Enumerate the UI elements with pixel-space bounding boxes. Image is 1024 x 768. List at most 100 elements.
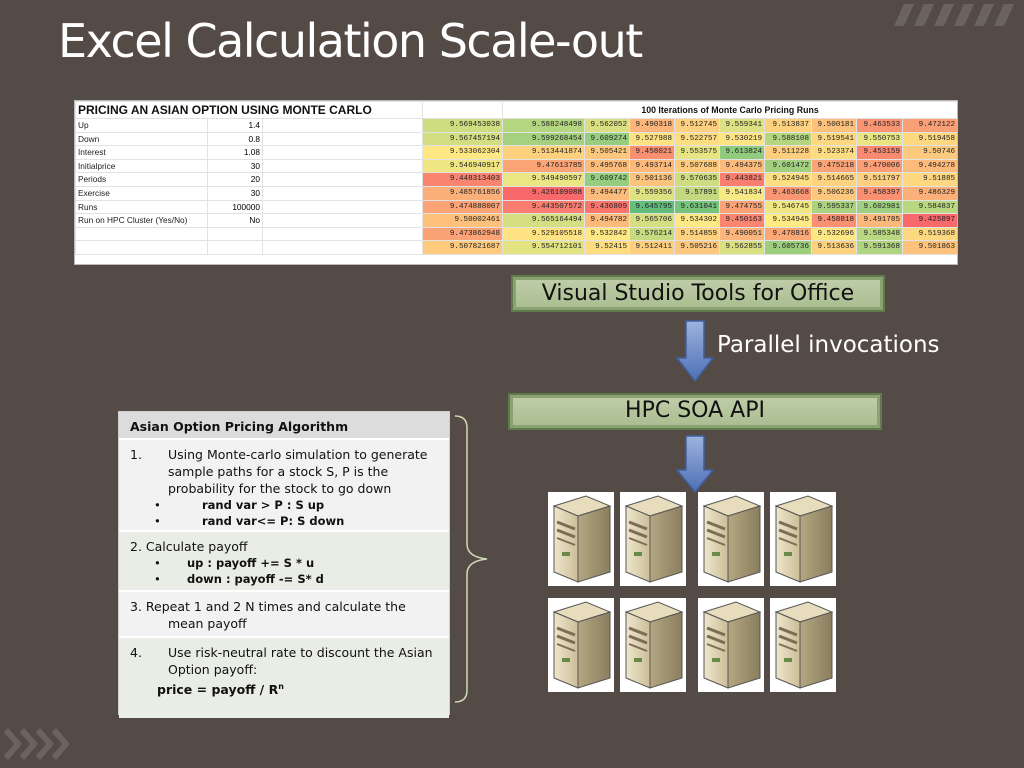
result-cell: 9.524945 (764, 172, 813, 187)
result-cell: 9.532696 (811, 226, 858, 242)
step-text: 2. Calculate payoff (130, 539, 248, 554)
result-cell: 9.533062304 (422, 145, 504, 160)
result-cell: 9.507688 (674, 158, 721, 174)
result-cell: 9.529105518 (502, 226, 586, 242)
chevrons-decoration-bottom (3, 728, 70, 760)
step-number: 4. (130, 645, 142, 660)
sheet-row: Interest 1.08 9.533062304 9.513441874 9.5054… (75, 145, 957, 160)
result-cell: 9.491785 (856, 213, 904, 228)
param-value (207, 226, 263, 242)
result-cell: 9.550753 (856, 131, 904, 147)
server-icon (620, 598, 686, 692)
result-cell: 9.458397 (856, 185, 904, 201)
empty-cell (261, 240, 424, 255)
result-cell: 9.565164494 (502, 213, 586, 228)
param-value: 100000 (207, 199, 263, 215)
vsto-box: Visual Studio Tools for Office (511, 275, 885, 312)
sheet-row: Runs 100000 9.474888007 9.443507572 9.436809… (75, 199, 957, 215)
result-cell: 9.50746 (902, 145, 957, 160)
parallel-invocations-label: Parallel invocations (717, 332, 940, 358)
result-cell: 9.513636 (811, 240, 858, 255)
result-cell: 9.562855 (719, 240, 766, 255)
result-cell: 9.511228 (764, 145, 813, 160)
sheet-row: Run on HPC Cluster (Yes/No) No 9.50002461 9… (75, 213, 957, 228)
result-cell: 9.532842 (584, 226, 631, 242)
param-value: 0.8 (207, 131, 263, 147)
spreadsheet-grid: PRICING AN ASIAN OPTION USING MONTE CARL… (75, 101, 957, 255)
result-cell: 9.501863 (902, 240, 957, 255)
step-number: 1. (130, 447, 142, 462)
result-cell: 9.474888007 (422, 199, 504, 215)
result-cell: 9.493714 (629, 158, 676, 174)
param-label: Exercise (75, 185, 208, 201)
result-cell: 9.559341 (719, 118, 766, 133)
result-cell: 9.567457194 (422, 131, 504, 147)
result-cell: 9.486329 (902, 185, 957, 201)
algorithm-step-2: 2. Calculate payoff • up : payoff += S * … (119, 530, 449, 590)
result-cell: 9.436809 (584, 199, 631, 215)
result-cell: 9.51885 (902, 172, 957, 187)
param-label: Initialprice (75, 158, 208, 174)
result-cell: 9.458818 (811, 213, 858, 228)
result-cell: 9.523374 (811, 145, 858, 160)
result-cell: 9.613824 (719, 145, 766, 160)
param-label (75, 240, 208, 255)
algorithm-step-4: 4. Use risk-neutral rate to discount the… (119, 636, 449, 718)
param-label (75, 226, 208, 242)
arrow-down-icon (676, 320, 714, 382)
result-cell: 9.512745 (674, 118, 721, 133)
result-cell: 9.513441874 (502, 145, 586, 160)
step-text: Using Monte-carlo simulation to generate… (168, 447, 428, 496)
sheet-row: Initialprice 30 9.546940917 9.47613785 9.495… (75, 158, 957, 174)
empty-cell (261, 118, 424, 133)
result-cell: 9.443507572 (502, 199, 586, 215)
hpc-soa-api-box: HPC SOA API (508, 393, 882, 430)
param-label: Down (75, 131, 208, 147)
result-cell: 9.553575 (674, 145, 721, 160)
result-cell: 9.599268454 (502, 131, 586, 147)
result-cell: 9.514665 (811, 172, 858, 187)
result-cell: 9.565706 (629, 213, 676, 228)
result-cell: 9.425897 (902, 213, 957, 228)
result-cell: 9.453159 (856, 145, 904, 160)
result-cell: 9.595337 (811, 199, 858, 215)
result-cell: 9.426109088 (502, 185, 586, 201)
result-cell: 9.514859 (674, 226, 721, 242)
server-icon (770, 492, 836, 586)
result-cell: 9.57891 (674, 185, 721, 201)
server-icon (698, 492, 764, 586)
param-value (207, 240, 263, 255)
param-label: Up (75, 118, 208, 133)
param-value: 30 (207, 158, 263, 174)
param-value: 20 (207, 172, 263, 187)
price-formula: price = payoff / R (157, 682, 279, 698)
result-cell: 9.506236 (811, 185, 858, 201)
result-cell: 9.522757 (674, 131, 721, 147)
sheet-header-row: PRICING AN ASIAN OPTION USING MONTE CARL… (75, 101, 957, 119)
param-label: Run on HPC Cluster (Yes/No) (75, 213, 208, 228)
algorithm-table: Asian Option Pricing Algorithm 1. Using … (118, 411, 450, 718)
empty-cell (261, 158, 424, 174)
result-cell: 9.519368 (902, 226, 957, 242)
empty-cell (261, 145, 424, 160)
result-cell: 9.494375 (719, 158, 766, 174)
sheet-row: Down 0.8 9.567457194 9.599268454 9.609274 9.5… (75, 131, 957, 147)
algorithm-header: Asian Option Pricing Algorithm (119, 412, 449, 438)
result-cell: 9.605736 (764, 240, 813, 255)
result-cell: 9.478816 (764, 226, 813, 242)
empty-cell (261, 199, 424, 215)
bullet-text: down : payoff -= S* d (187, 572, 324, 586)
bullet-text: rand var > P : S up (202, 498, 325, 512)
result-cell: 9.501136 (629, 172, 676, 187)
result-cell: 9.47613785 (502, 158, 586, 174)
result-cell: 9.505216 (674, 240, 721, 255)
result-cell: 9.511797 (856, 172, 904, 187)
result-cell: 9.512411 (629, 240, 676, 255)
result-cell: 9.519541 (811, 131, 858, 147)
result-cell: 9.495768 (584, 158, 631, 174)
bullet-text: rand var<= P: S down (202, 514, 345, 528)
result-cell: 9.609742 (584, 172, 631, 187)
result-cell: 9.546940917 (422, 158, 504, 174)
server-icon (620, 492, 686, 586)
result-cell: 9.527988 (629, 131, 676, 147)
